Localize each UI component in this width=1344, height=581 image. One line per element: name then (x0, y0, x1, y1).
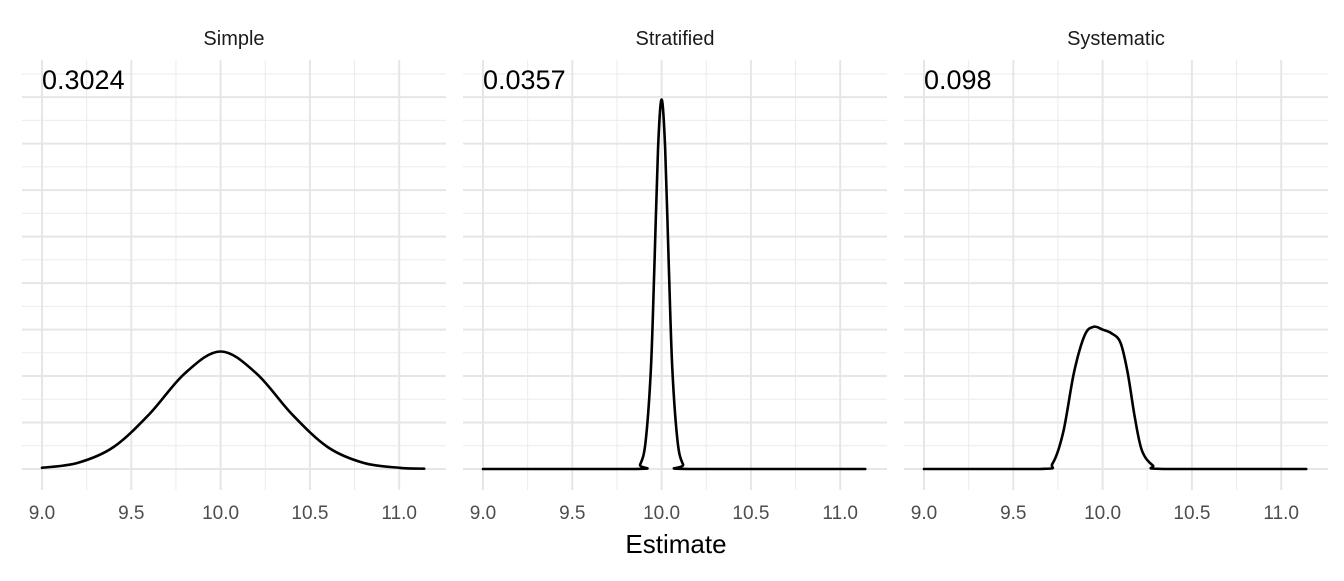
facet-annotation: 0.098 (924, 65, 992, 95)
density-line (922, 325, 1308, 471)
x-tick-label: 10.0 (202, 503, 239, 524)
x-tick-label: 9.0 (470, 503, 496, 524)
x-tick-label: 9.5 (1000, 503, 1026, 524)
x-tick-label: 9.5 (559, 503, 585, 524)
facet-annotation: 0.0357 (483, 65, 566, 95)
x-tick-label: 11.0 (822, 503, 858, 524)
x-axis-title: Estimate (625, 529, 726, 559)
x-tick-label: 10.5 (1173, 503, 1210, 524)
facet-title: Stratified (636, 28, 715, 50)
density-line (40, 350, 426, 470)
facet-title: Simple (203, 28, 264, 50)
x-tick-label: 10.0 (1084, 503, 1121, 524)
facet-panel-systematic: 9.0 9.5 10.0 10.5 11.0 Systematic 0.098 (904, 28, 1328, 524)
facet-annotation: 0.3024 (42, 65, 125, 95)
x-tick-label: 9.5 (118, 503, 144, 524)
x-tick-label: 9.0 (911, 503, 937, 524)
density-line (481, 98, 867, 471)
facet-panel-stratified: 9.0 9.5 10.0 10.5 11.0 Stratified 0.0357 (463, 28, 887, 524)
x-tick-label: 10.5 (291, 503, 328, 524)
facet-title: Systematic (1067, 28, 1165, 50)
x-tick-label: 11.0 (381, 503, 417, 524)
x-tick-label: 10.5 (732, 503, 769, 524)
x-tick-label: 9.0 (29, 503, 55, 524)
facet-panel-simple: 9.0 9.5 10.0 10.5 11.0 Simple 0.3024 (22, 28, 446, 524)
x-tick-label: 11.0 (1263, 503, 1299, 524)
x-tick-label: 10.0 (643, 503, 680, 524)
